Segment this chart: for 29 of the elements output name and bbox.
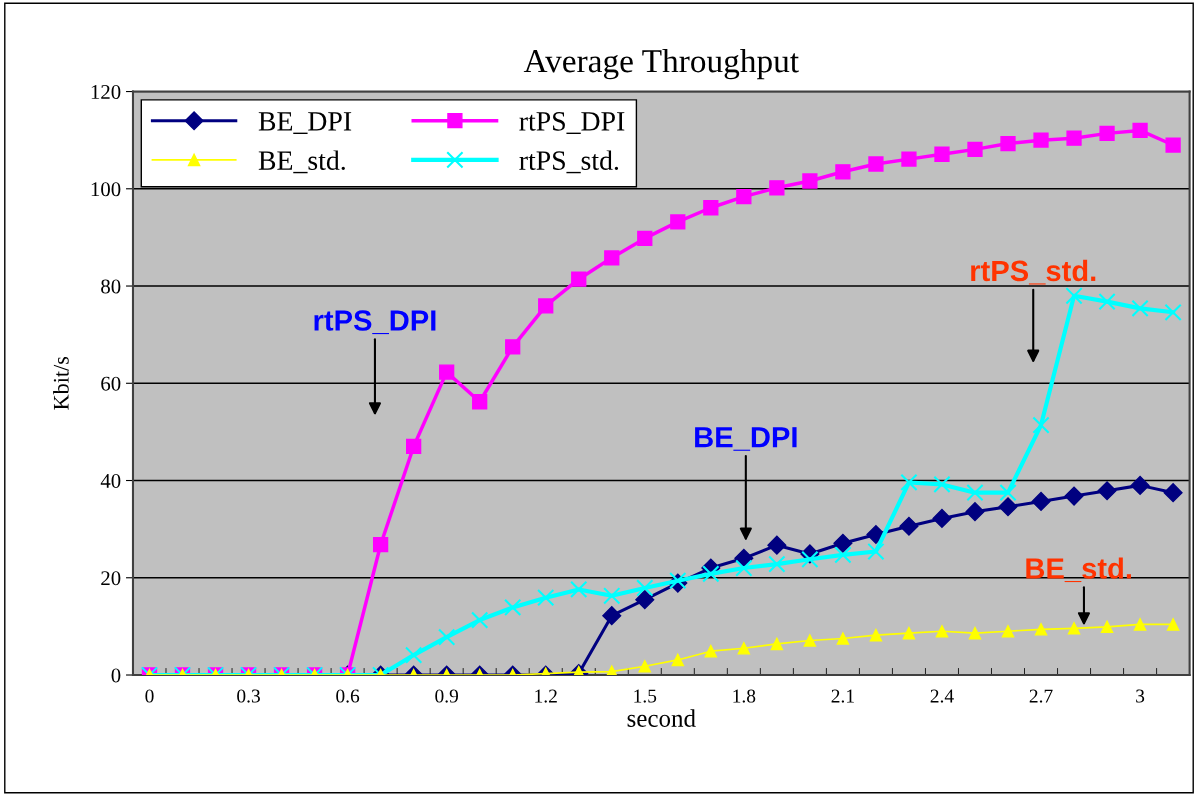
x-tick-label: 2.1 [831,689,854,703]
x-tick-label: 1.2 [535,689,557,703]
y-tick-label: 120 [91,84,121,99]
x-tick-label: 0 [145,689,154,703]
chart-title: Average Throughput [523,48,799,80]
x-tick-label: 2.7 [1029,689,1053,703]
legend-label: rtPS_DPI [519,112,625,135]
legend-label: BE_std. [258,150,345,174]
x-axis-title: second [627,709,696,727]
x-tick-label: 2.4 [930,689,954,703]
y-axis-title: Kbit/s [53,356,69,410]
x-tick-label: 3 [1136,689,1145,703]
annotation: rtPS_std. [971,259,1096,285]
annotation: rtPS_DPI [314,310,436,335]
y-tick-label: 60 [101,376,121,391]
x-tick-label: 0.3 [237,689,260,703]
y-tick-label: 20 [101,571,121,586]
legend-label: BE_DPI [258,112,352,135]
legend-label: rtPS_std. [519,150,619,174]
y-tick-label: 100 [91,182,121,197]
x-tick-label: 1.8 [733,689,756,703]
annotation: BE_std. [1026,557,1131,583]
y-tick-label: 40 [100,473,121,488]
y-tick-label: 80 [101,279,121,294]
x-tick-label: 1.5 [634,689,657,703]
x-tick-label: 0.9 [435,689,459,703]
annotation: BE_DPI [695,427,797,451]
y-tick-label: 0 [111,668,121,683]
x-tick-label: 0.6 [336,689,360,703]
